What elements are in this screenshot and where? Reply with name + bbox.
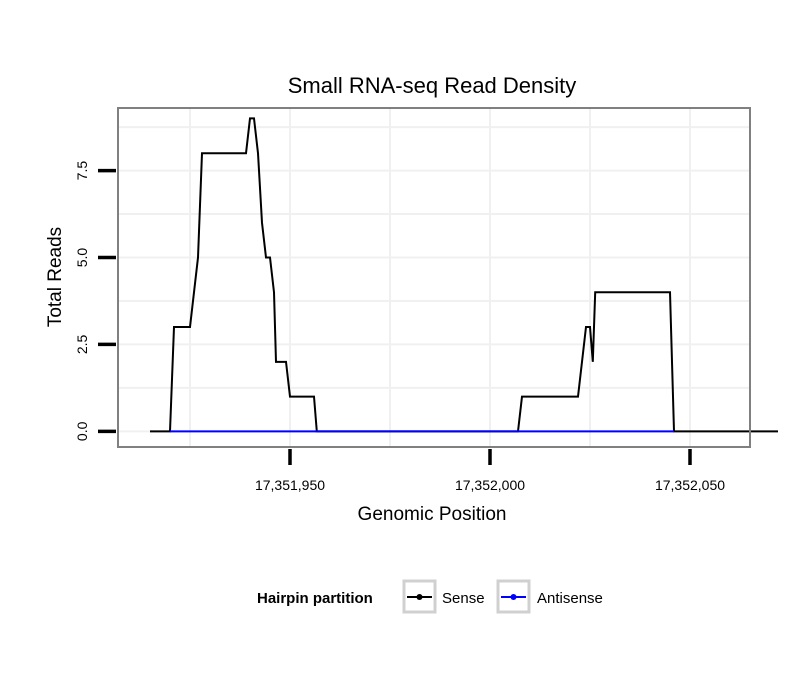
legend-swatch-dot-antisense [510, 594, 517, 600]
legend-title: Hairpin partition [257, 590, 373, 607]
x-tick-label: 17,352,050 [655, 477, 725, 493]
axes: 17,351,950 17,352,000 17,352,050 0.0 2.5 5.0 7… [74, 161, 725, 493]
legend-label-antisense: Antisense [537, 590, 603, 607]
y-tick-label: 2.5 [74, 334, 90, 354]
y-tick-label: 5.0 [74, 248, 90, 268]
series-lines [150, 117, 778, 433]
y-axis-title: Total Reads [45, 227, 66, 327]
y-tick-label: 0.0 [74, 421, 90, 441]
grid-lines [118, 108, 750, 447]
plot-border [117, 107, 751, 448]
chart-title: Small RNA-seq Read Density [288, 73, 577, 98]
legend-label-sense: Sense [442, 590, 485, 607]
legend-swatch-dot-sense [416, 594, 423, 600]
x-tick-label: 17,351,950 [255, 477, 325, 493]
legend: Hairpin partition Sense Antisense [257, 579, 603, 614]
series-line-sense [150, 117, 778, 433]
y-tick-label: 7.5 [74, 161, 90, 181]
x-tick-label: 17,352,000 [455, 477, 525, 493]
x-axis-title: Genomic Position [358, 504, 507, 525]
plot-panel [118, 108, 750, 447]
